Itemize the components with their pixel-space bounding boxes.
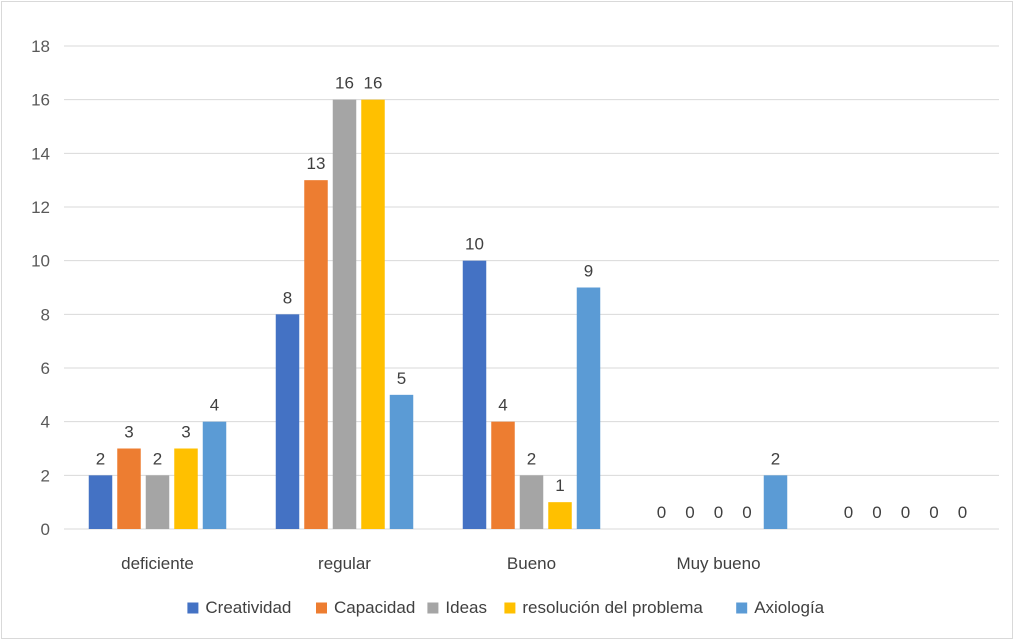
y-tick-label: 8	[41, 305, 50, 324]
bar	[275, 314, 300, 529]
bar	[763, 475, 788, 529]
data-label: 4	[498, 396, 507, 415]
x-axis-category-labels: deficiente regular Bueno Muy bueno	[121, 554, 760, 573]
bar	[491, 421, 515, 529]
category-label: Muy bueno	[676, 554, 760, 573]
data-label: 5	[397, 369, 406, 388]
legend-swatch	[427, 602, 439, 614]
legend-label: Axiología	[754, 598, 824, 617]
bar	[117, 448, 141, 529]
bar	[361, 99, 385, 530]
y-tick-label: 16	[31, 91, 50, 110]
y-tick-label: 18	[31, 37, 50, 56]
data-label: 16	[335, 74, 354, 93]
bar	[462, 260, 487, 529]
data-label: 1	[555, 476, 564, 495]
data-label: 2	[771, 449, 780, 468]
bar	[332, 99, 357, 530]
category-label: deficiente	[121, 554, 194, 573]
data-label: 0	[844, 503, 853, 522]
data-label: 0	[958, 503, 967, 522]
legend: Creatividad Capacidad Ideas resolución del …	[187, 598, 825, 617]
data-label: 3	[181, 423, 190, 442]
legend-swatch	[504, 602, 516, 614]
bar	[88, 475, 113, 529]
y-tick-label: 0	[41, 520, 50, 539]
data-label: 0	[901, 503, 910, 522]
bar	[576, 287, 601, 529]
legend-swatch	[316, 602, 327, 614]
legend-label: resolución del problema	[522, 598, 703, 617]
y-tick-label: 4	[41, 413, 50, 432]
legend-swatch	[187, 602, 199, 614]
data-label: 0	[714, 503, 723, 522]
data-label: 10	[465, 235, 484, 254]
legend-label: Capacidad	[334, 598, 415, 617]
data-label: 0	[872, 503, 881, 522]
data-label: 0	[657, 503, 666, 522]
legend-label: Creatividad	[205, 598, 291, 617]
y-tick-label: 14	[31, 144, 50, 163]
data-label: 13	[307, 154, 326, 173]
data-label: 8	[283, 288, 292, 307]
legend-label: Ideas	[445, 598, 487, 617]
category-label: Bueno	[507, 554, 556, 573]
data-label: 9	[584, 262, 593, 281]
bar	[389, 394, 414, 529]
data-label: 2	[153, 449, 162, 468]
y-axis-tick-labels: 0 2 4 6 8 10 12 14 16 18	[31, 37, 50, 539]
data-label: 16	[364, 74, 383, 93]
bars	[88, 99, 788, 530]
data-label: 3	[124, 423, 133, 442]
y-tick-label: 2	[41, 466, 50, 485]
data-label: 2	[96, 449, 105, 468]
bar	[519, 475, 544, 529]
y-tick-label: 12	[31, 198, 50, 217]
bar	[174, 448, 198, 529]
bar	[145, 475, 170, 529]
data-label: 2	[527, 449, 536, 468]
bar	[202, 421, 227, 529]
bar	[304, 180, 328, 529]
y-tick-label: 10	[31, 252, 50, 271]
data-label: 0	[929, 503, 938, 522]
y-tick-label: 6	[41, 359, 50, 378]
legend-swatch	[736, 602, 748, 614]
data-label: 0	[742, 503, 751, 522]
data-label: 4	[210, 396, 219, 415]
bar	[548, 502, 572, 529]
data-label: 0	[685, 503, 694, 522]
category-label: regular	[318, 554, 371, 573]
